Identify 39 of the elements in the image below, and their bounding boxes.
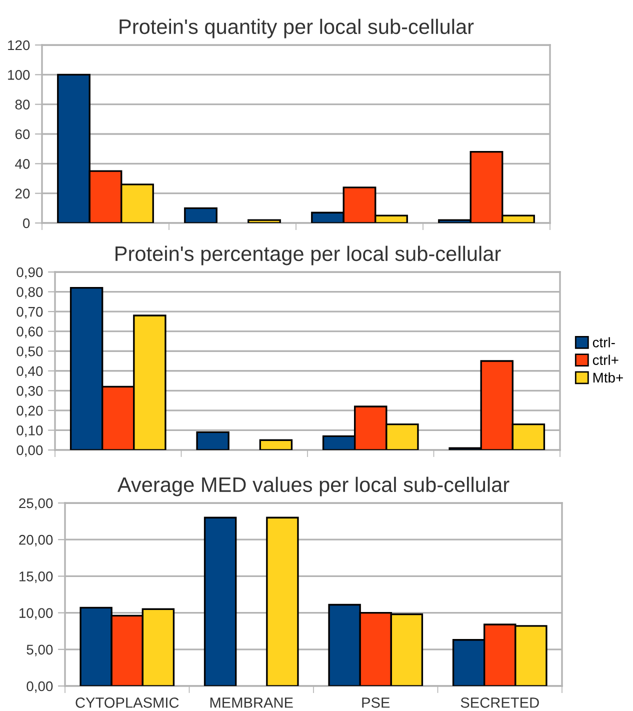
bar (184, 207, 218, 223)
chart-title: Average MED values per local sub-cellular (117, 476, 510, 496)
chart-title: Protein's quantity per local sub-cellular (120, 18, 474, 38)
y-tick-label: 0,00 (16, 445, 43, 457)
bar (248, 219, 281, 223)
bar (204, 516, 237, 686)
y-tick-label: 0,20 (16, 406, 43, 418)
legend-label: Mtb+ (593, 372, 623, 383)
y-tick-label: 0,60 (16, 326, 43, 338)
chart-title: Protein's percentage per local sub-cellular (116, 246, 501, 266)
y-tick-label: 0,50 (16, 346, 43, 358)
y-tick-label: 60 (15, 129, 30, 140)
y-tick-label: 100 (8, 70, 30, 80)
legend-label: ctrl+ (592, 354, 618, 365)
y-tick-label: 120 (8, 40, 30, 50)
y-tick-label: 20 (15, 188, 30, 199)
y-tick-label: 0,90 (16, 267, 43, 279)
x-tick-label: CYTOPLASMIC (76, 697, 179, 708)
y-tick-label: 40 (15, 159, 30, 169)
y-tick-label: 5,00 (26, 644, 53, 656)
x-tick-label: SECRETED (460, 697, 539, 708)
y-tick-label: 0,70 (16, 306, 43, 318)
y-tick-label: 0,00 (26, 681, 53, 693)
y-tick-label: 0,40 (16, 366, 43, 378)
y-tick-label: 25,00 (19, 498, 53, 510)
bar (266, 516, 299, 686)
y-tick-label: 0 (23, 218, 30, 228)
bar (259, 439, 293, 450)
y-tick-label: 20,00 (19, 534, 53, 546)
y-tick-label: 0,30 (16, 386, 43, 398)
y-tick-label: 15,00 (20, 572, 53, 584)
bar (196, 431, 230, 450)
y-tick-label: 0,10 (16, 426, 43, 438)
y-tick-label: 0,80 (16, 287, 43, 299)
x-tick-label: MEMBRANE (210, 698, 293, 708)
legend-label: ctrl- (592, 337, 615, 348)
y-tick-label: 80 (15, 100, 30, 110)
y-tick-label: 10,00 (20, 608, 53, 620)
x-tick-label: PSE (362, 697, 390, 708)
